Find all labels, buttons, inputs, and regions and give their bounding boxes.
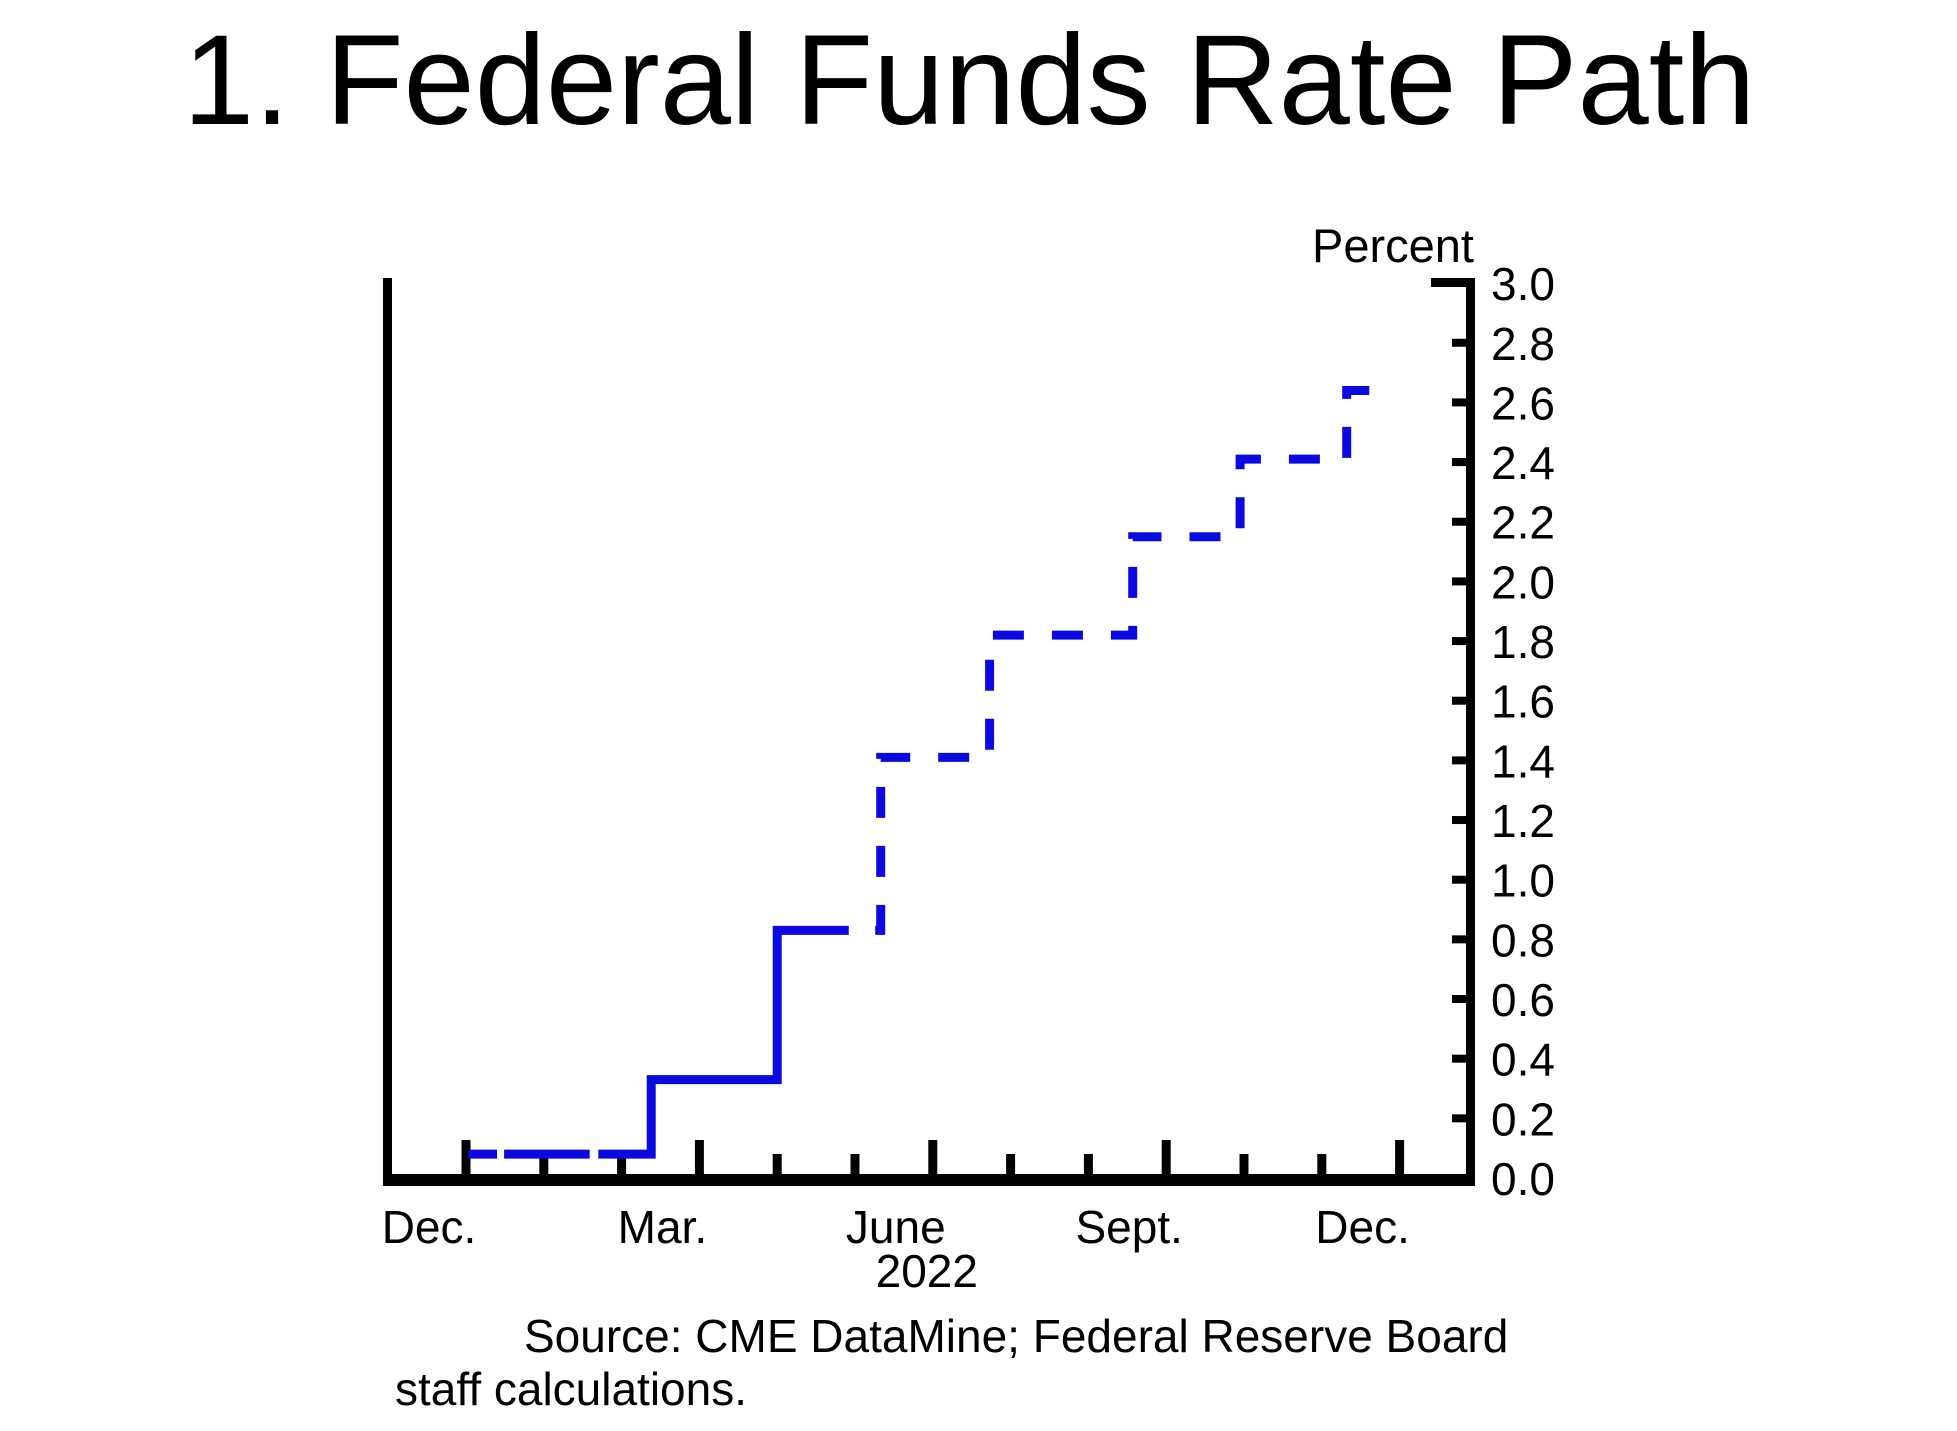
y-tick-label: 2.6 xyxy=(1491,377,1555,429)
x-axis-year-label: 2022 xyxy=(876,1245,978,1297)
x-major-tick xyxy=(928,1140,938,1174)
y-tick xyxy=(1452,398,1466,407)
x-major-tick xyxy=(1395,1140,1405,1174)
x-tick-label: Mar. xyxy=(618,1201,707,1253)
source-line-2: staff calculations. xyxy=(395,1363,748,1415)
x-minor-tick xyxy=(1006,1154,1016,1174)
slide-title: 1. Federal Funds Rate Path xyxy=(183,9,1756,152)
y-tick-label: 2.0 xyxy=(1491,556,1555,608)
y-tick-label: 0.8 xyxy=(1491,914,1555,966)
y-tick-label: 0.4 xyxy=(1491,1034,1555,1086)
source-line-1: Source: CME DataMine; Federal Reserve Bo… xyxy=(524,1310,1509,1362)
y-tick-label: 2.2 xyxy=(1491,497,1555,549)
y-tick-label: 2.4 xyxy=(1491,437,1555,489)
x-minor-tick xyxy=(772,1154,782,1174)
x-minor-tick xyxy=(850,1154,860,1174)
y-axis-right xyxy=(1466,278,1475,1186)
x-tick-label: Dec. xyxy=(382,1201,477,1253)
y-tick-label: 1.2 xyxy=(1491,795,1555,847)
x-axis xyxy=(383,1174,1475,1186)
rate-path-dashed xyxy=(875,386,1384,935)
y-tick-label: 2.8 xyxy=(1491,318,1555,370)
y-tick-label: 1.6 xyxy=(1491,676,1555,728)
y-tick xyxy=(1452,756,1466,765)
y-tick-label: 1.4 xyxy=(1491,735,1555,787)
rate-path-solid xyxy=(598,925,849,1159)
y-axis-top-tick xyxy=(1431,278,1475,287)
y-tick xyxy=(1452,935,1466,944)
y-tick xyxy=(1452,875,1466,884)
y-tick-label: 0.6 xyxy=(1491,974,1555,1026)
y-tick-label: 0.0 xyxy=(1491,1153,1555,1205)
y-tick xyxy=(1452,995,1466,1004)
y-tick-label: 1.8 xyxy=(1491,616,1555,668)
y-tick-label: 3.0 xyxy=(1491,258,1555,310)
x-tick-label: Dec. xyxy=(1315,1201,1410,1253)
y-tick xyxy=(1452,458,1466,467)
y-tick xyxy=(1452,816,1466,825)
y-axis-unit-label: Percent xyxy=(1312,219,1474,272)
y-tick xyxy=(1452,517,1466,526)
x-minor-tick xyxy=(1083,1154,1093,1174)
x-major-tick xyxy=(461,1140,471,1174)
y-tick xyxy=(1452,1054,1466,1063)
y-tick-label: 0.2 xyxy=(1491,1093,1555,1145)
x-minor-tick xyxy=(539,1154,549,1174)
x-tick-label: June xyxy=(846,1201,946,1253)
y-tick-label: 1.0 xyxy=(1491,855,1555,907)
y-tick xyxy=(1452,1114,1466,1123)
y-tick xyxy=(1452,637,1466,646)
x-tick-label: Sept. xyxy=(1075,1201,1182,1253)
x-minor-tick xyxy=(617,1154,627,1174)
x-major-tick xyxy=(694,1140,704,1174)
y-tick xyxy=(1452,338,1466,347)
y-axis-left xyxy=(383,278,392,1186)
y-tick xyxy=(1452,577,1466,586)
x-minor-tick xyxy=(1239,1154,1249,1174)
y-tick xyxy=(1452,696,1466,705)
x-major-tick xyxy=(1161,1140,1171,1174)
x-minor-tick xyxy=(1317,1154,1327,1174)
source-note: Source: CME DataMine; Federal Reserve Bo… xyxy=(395,1310,1645,1416)
